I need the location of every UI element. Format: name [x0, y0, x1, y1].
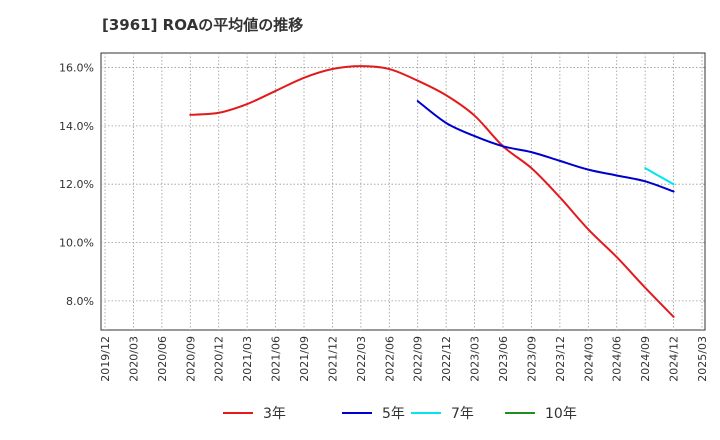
x-tick-label: 2023/03 [469, 336, 482, 382]
y-tick-label: 14.0% [59, 120, 94, 133]
x-tick-label: 2022/03 [355, 336, 368, 382]
x-tick-label: 2021/12 [326, 336, 339, 382]
x-tick-label: 2024/09 [639, 336, 652, 382]
legend-item: 3年 [223, 406, 286, 422]
x-tick-label: 2021/03 [241, 336, 254, 382]
x-tick-label: 2019/12 [99, 336, 112, 382]
series-layer [189, 65, 675, 318]
series-line-3年 [189, 65, 675, 318]
x-tick-label: 2024/12 [668, 336, 681, 382]
chart-title: [3961] ROAの平均値の推移 [102, 16, 304, 34]
x-tick-label: 2023/12 [554, 336, 567, 382]
y-tick-label: 10.0% [59, 237, 94, 250]
x-tick-label: 2025/03 [696, 336, 709, 382]
x-tick-label: 2024/03 [582, 336, 595, 382]
x-tick-label: 2023/09 [525, 336, 538, 382]
y-tick-label: 8.0% [66, 295, 94, 308]
x-tick-label: 2020/12 [213, 336, 226, 382]
legend-item: 10年 [505, 406, 577, 422]
x-tick-label: 2022/06 [383, 336, 396, 382]
legend-label: 3年 [263, 406, 286, 422]
grid-layer [101, 53, 705, 330]
x-tick-label: 2021/09 [298, 336, 311, 382]
x-tick-label: 2020/03 [127, 336, 140, 382]
legend-label: 5年 [382, 406, 405, 422]
x-tick-label: 2023/06 [497, 336, 510, 382]
legend-item: 7年 [411, 406, 474, 422]
x-tick-label: 2022/12 [440, 336, 453, 382]
x-axis: 2019/12 2020/03 2020/06 2020/09 2020/12 2021/… [99, 336, 709, 382]
x-tick-label: 2021/06 [270, 336, 283, 382]
y-tick-label: 16.0% [59, 62, 94, 75]
y-axis: 8.0% 10.0% 12.0% 14.0% 16.0% [59, 62, 94, 308]
legend: 3年 5年 7年 10年 [223, 406, 577, 422]
legend-label: 10年 [545, 406, 577, 422]
x-tick-label: 2024/06 [611, 336, 624, 382]
series-line-7年 [644, 167, 675, 186]
legend-item: 5年 [342, 406, 405, 422]
series-line-5年 [416, 100, 675, 193]
x-tick-label: 2022/09 [412, 336, 425, 382]
y-tick-label: 12.0% [59, 178, 94, 191]
x-tick-label: 2020/06 [156, 336, 169, 382]
plot-area [100, 52, 706, 331]
legend-label: 7年 [451, 406, 474, 422]
x-tick-label: 2020/09 [184, 336, 197, 382]
